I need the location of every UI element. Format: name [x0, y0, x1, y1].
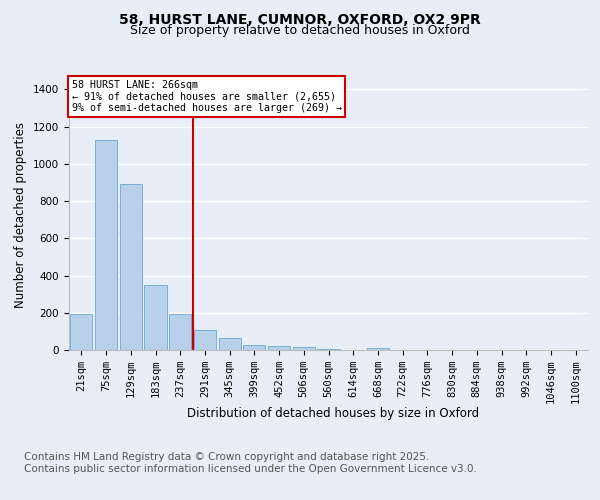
Text: Contains public sector information licensed under the Open Government Licence v3: Contains public sector information licen…: [24, 464, 477, 473]
Text: Contains HM Land Registry data © Crown copyright and database right 2025.: Contains HM Land Registry data © Crown c…: [24, 452, 430, 462]
Bar: [293, 347, 315, 350]
Text: 58 HURST LANE: 266sqm
← 91% of detached houses are smaller (2,655)
9% of semi-de: 58 HURST LANE: 266sqm ← 91% of detached …: [71, 80, 341, 113]
Bar: [218, 338, 241, 350]
Text: Size of property relative to detached houses in Oxford: Size of property relative to detached ho…: [130, 24, 470, 37]
Bar: [194, 330, 216, 350]
Text: 58, HURST LANE, CUMNOR, OXFORD, OX2 9PR: 58, HURST LANE, CUMNOR, OXFORD, OX2 9PR: [119, 12, 481, 26]
Bar: [268, 346, 290, 350]
Bar: [145, 285, 167, 350]
Bar: [367, 348, 389, 350]
Bar: [95, 140, 117, 350]
Y-axis label: Number of detached properties: Number of detached properties: [14, 122, 28, 308]
Bar: [243, 346, 265, 350]
Text: Distribution of detached houses by size in Oxford: Distribution of detached houses by size …: [187, 408, 479, 420]
Bar: [317, 348, 340, 350]
Bar: [119, 184, 142, 350]
Bar: [70, 314, 92, 350]
Bar: [169, 314, 191, 350]
